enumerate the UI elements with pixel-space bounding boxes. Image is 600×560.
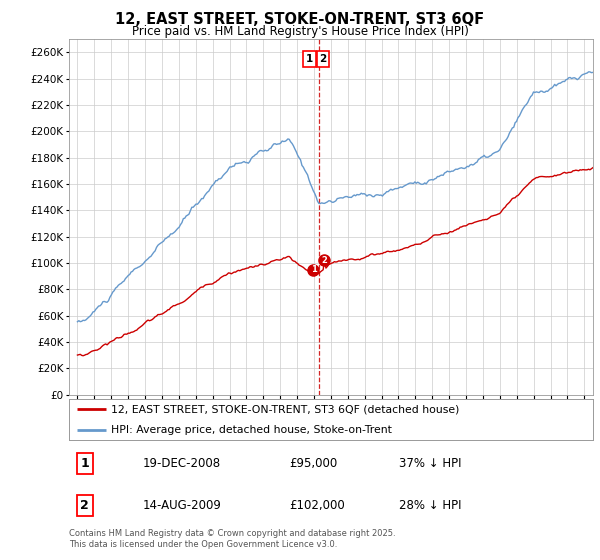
Text: 1: 1 (311, 265, 316, 274)
Text: 2: 2 (322, 256, 328, 265)
Text: 12, EAST STREET, STOKE-ON-TRENT, ST3 6QF: 12, EAST STREET, STOKE-ON-TRENT, ST3 6QF (115, 12, 485, 27)
Text: Price paid vs. HM Land Registry's House Price Index (HPI): Price paid vs. HM Land Registry's House … (131, 25, 469, 38)
Text: 14-AUG-2009: 14-AUG-2009 (142, 499, 221, 512)
Text: 37% ↓ HPI: 37% ↓ HPI (399, 457, 461, 470)
Text: HPI: Average price, detached house, Stoke-on-Trent: HPI: Average price, detached house, Stok… (111, 424, 392, 435)
Text: 1: 1 (80, 457, 89, 470)
Text: 2: 2 (319, 54, 326, 64)
Text: Contains HM Land Registry data © Crown copyright and database right 2025.
This d: Contains HM Land Registry data © Crown c… (69, 529, 395, 549)
Text: 1: 1 (305, 54, 313, 64)
Text: £102,000: £102,000 (289, 499, 345, 512)
Text: 2: 2 (80, 499, 89, 512)
Text: 19-DEC-2008: 19-DEC-2008 (142, 457, 220, 470)
Text: 12, EAST STREET, STOKE-ON-TRENT, ST3 6QF (detached house): 12, EAST STREET, STOKE-ON-TRENT, ST3 6QF… (111, 404, 459, 414)
Text: 28% ↓ HPI: 28% ↓ HPI (399, 499, 461, 512)
Text: £95,000: £95,000 (289, 457, 337, 470)
